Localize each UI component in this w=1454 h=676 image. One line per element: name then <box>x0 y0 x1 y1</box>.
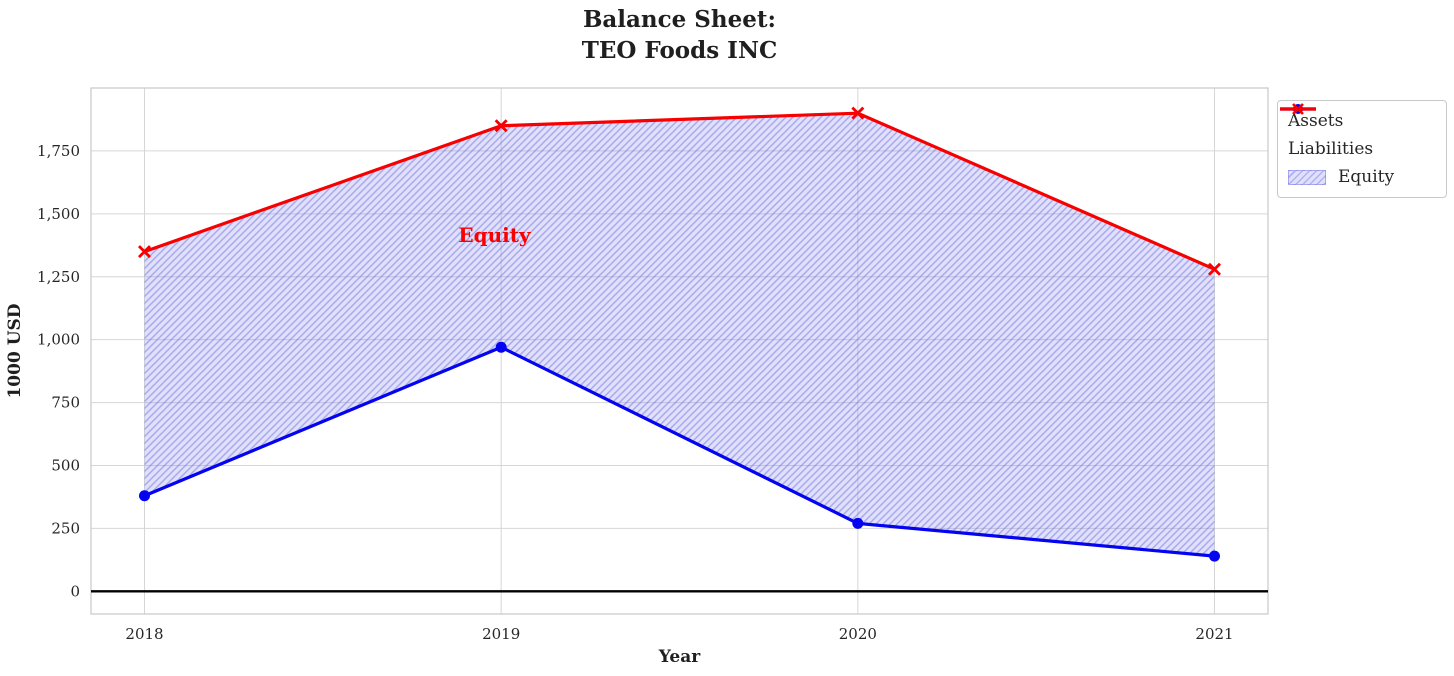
assets-marker <box>139 490 150 502</box>
legend: Assets Liabilities Equity <box>1277 100 1447 198</box>
liabilities-marker <box>1208 262 1221 276</box>
legend-label: Assets <box>1288 110 1344 131</box>
x-tick-label: 2018 <box>125 625 163 643</box>
x-tick-label: 2019 <box>482 625 520 643</box>
assets-marker <box>495 341 507 353</box>
legend-label: Equity <box>1338 166 1395 187</box>
liabilities-marker <box>494 119 508 133</box>
equity-legend-swatch <box>1288 169 1326 185</box>
y-tick-label: 500 <box>51 457 80 475</box>
y-tick-label: 1,500 <box>37 205 80 223</box>
equity-annotation: Equity <box>458 223 532 247</box>
y-tick-label: 0 <box>70 582 80 600</box>
legend-item-equity: Equity <box>1288 163 1436 191</box>
assets-marker <box>852 517 864 529</box>
liabilities-marker <box>138 245 151 259</box>
x-tick-label: 2020 <box>839 625 877 643</box>
y-tick-label: 1,250 <box>37 268 80 286</box>
legend-label: Liabilities <box>1288 138 1374 159</box>
liabilities-legend-marker <box>1280 103 1316 115</box>
y-tick-label: 250 <box>51 519 80 537</box>
y-axis-label: 1000 USD <box>5 303 25 398</box>
legend-item-liabilities: Liabilities <box>1280 103 1436 163</box>
assets-line <box>143 345 1215 558</box>
y-tick-label: 1,750 <box>37 142 80 160</box>
y-tick-label: 1,000 <box>37 331 80 349</box>
plot-border <box>90 87 1269 615</box>
x-tick-label: 2021 <box>1195 625 1233 643</box>
assets-marker <box>1209 550 1220 562</box>
y-tick-label: 750 <box>51 394 80 412</box>
x-axis-label: Year <box>658 647 701 667</box>
chart-title: TEO Foods INC <box>582 37 778 64</box>
chart-title: Balance Sheet: <box>583 6 776 33</box>
liabilities-line <box>143 111 1216 271</box>
liabilities-marker <box>851 106 865 120</box>
equity-fill-area <box>144 113 1215 557</box>
